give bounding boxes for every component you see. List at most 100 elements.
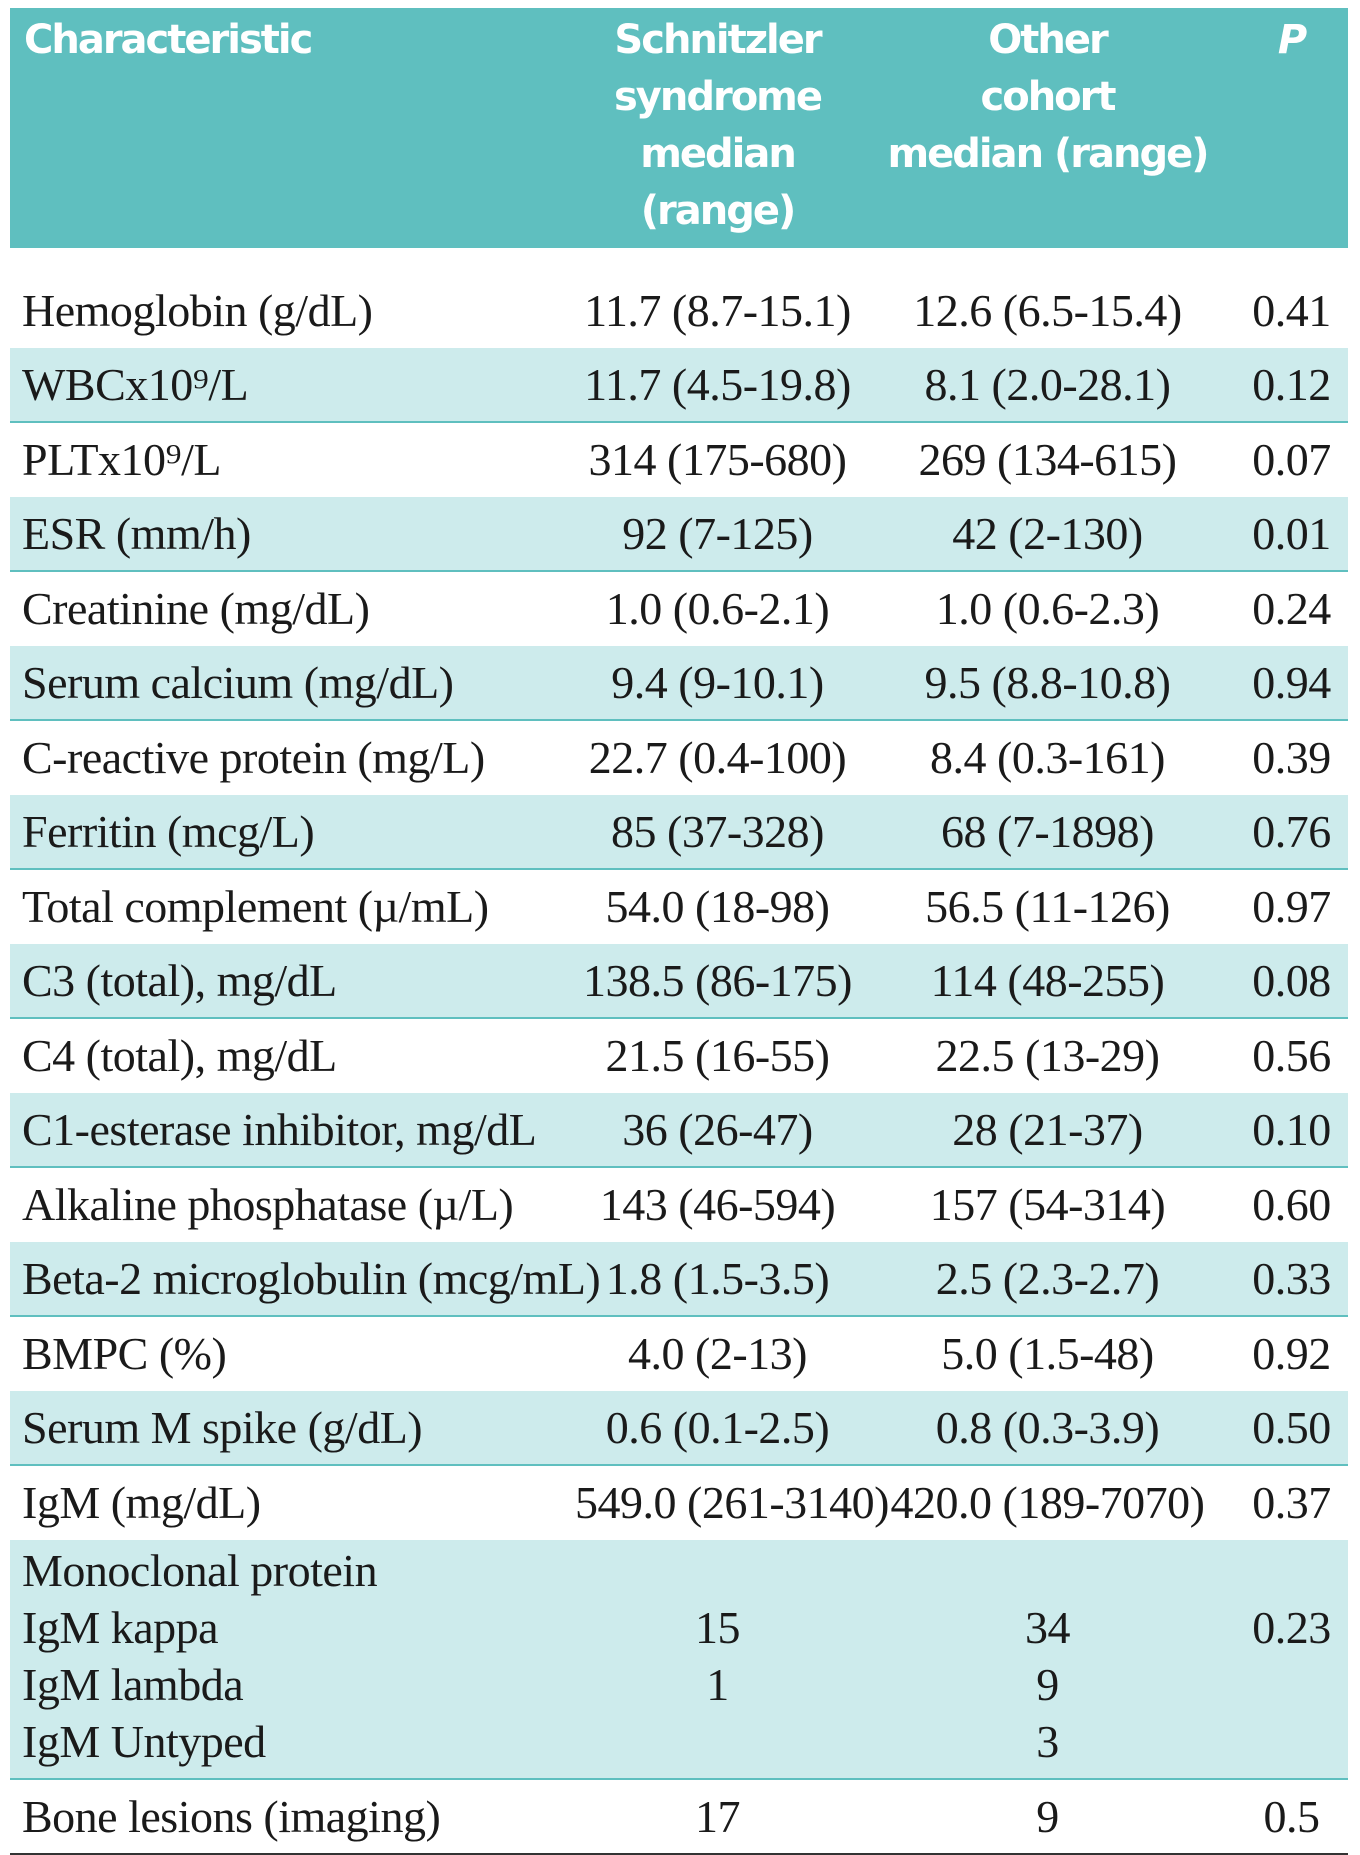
schnitzler-value: 54.0 (18-98) — [605, 881, 830, 933]
schnitzler-value: 314 (175-680) — [588, 434, 847, 486]
other-cohort-value: 114 (48-255) — [860, 943, 1235, 1019]
spacer-line — [860, 1542, 1235, 1599]
schnitzler-value: 22.7 (0.4-100) — [588, 732, 847, 784]
header-schnitzler-line: median (range) — [640, 131, 797, 234]
monoclonal-row: Monoclonal protein IgM kappa IgM lambda IgM… — [10, 1539, 1348, 1780]
schnitzler-value: 1.0 (0.6-2.1) — [605, 583, 830, 635]
row-label: Bone lesions (imaging) — [10, 1778, 575, 1855]
schnitzler-value: 36 (26-47) — [575, 1092, 860, 1168]
header-p-label: P — [1277, 17, 1307, 63]
schnitzler-value: 1.8 (1.5-3.5) — [575, 1241, 860, 1317]
header-gap — [10, 248, 1348, 274]
other-cohort-value: 0.8 (0.3-3.9) — [860, 1390, 1235, 1466]
table-row: Serum calcium (mg/dL) 9.4 (9-10.1) 9.5 (8.… — [10, 645, 1348, 721]
p-value: 0.41 — [1252, 285, 1331, 337]
row-label: ESR (mm/h) — [10, 496, 575, 572]
schnitzler-value: 549.0 (261-3140) — [575, 1477, 889, 1529]
table-row: Creatinine (mg/dL) 1.0 (0.6-2.1) 1.0 (0.6-… — [10, 571, 1348, 646]
other-cohort-value: 157 (54-314) — [929, 1179, 1166, 1231]
gap-cell — [10, 248, 1348, 274]
monoclonal-p-value: 0.23 — [1252, 1601, 1331, 1653]
row-label: Ferritin (mcg/L) — [10, 794, 575, 870]
other-cohort-value: 9 — [860, 1778, 1235, 1855]
header-schnitzler: Schnitzler syndrome median (range) — [575, 8, 860, 248]
table-row: Bone lesions (imaging) 17 9 0.5 — [10, 1778, 1348, 1855]
schnitzler-value: 11.7 (8.7-15.1) — [584, 285, 851, 337]
monoclonal-item-schnitzler: 1 — [706, 1658, 729, 1710]
table-row: C1-esterase inhibitor, mg/dL 36 (26-47) 28… — [10, 1092, 1348, 1168]
p-value: 0.5 — [1235, 1778, 1348, 1855]
table-row: ESR (mm/h) 92 (7-125) 42 (2-130) 0.01 — [10, 496, 1348, 572]
row-label: C4 (total), mg/dL — [22, 1030, 337, 1082]
monoclonal-item-label: IgM kappa — [22, 1601, 219, 1653]
header-other-cohort: Other cohort median (range) — [860, 8, 1235, 248]
lab-comparison-table: Characteristic Schnitzler syndrome media… — [10, 8, 1348, 1855]
table-row: WBCx10⁹/L 11.7 (4.5-19.8) 8.1 (2.0-28.1) 0.… — [10, 347, 1348, 423]
p-value: 0.07 — [1252, 434, 1331, 486]
table-row: C3 (total), mg/dL 138.5 (86-175) 114 (48-2… — [10, 943, 1348, 1019]
p-value: 0.92 — [1252, 1328, 1331, 1380]
header-other-line: Other — [988, 17, 1108, 63]
row-label: C1-esterase inhibitor, mg/dL — [10, 1092, 575, 1168]
p-value: 0.50 — [1235, 1390, 1348, 1466]
schnitzler-value: 17 — [575, 1778, 860, 1855]
monoclonal-item-schnitzler — [575, 1713, 860, 1770]
p-value: 0.56 — [1252, 1030, 1331, 1082]
table-row: C-reactive protein (mg/L) 22.7 (0.4-100) 8… — [10, 720, 1348, 795]
row-label: Serum M spike (g/dL) — [10, 1390, 575, 1466]
schnitzler-value: 0.6 (0.1-2.5) — [575, 1390, 860, 1466]
row-label: C-reactive protein (mg/L) — [22, 732, 485, 784]
row-label: WBCx10⁹/L — [10, 347, 575, 423]
schnitzler-value: 85 (37-328) — [575, 794, 860, 870]
row-label: BMPC (%) — [22, 1328, 227, 1380]
other-cohort-value: 28 (21-37) — [860, 1092, 1235, 1168]
p-value: 0.37 — [1252, 1477, 1331, 1529]
header-other-line: median (range) — [887, 131, 1209, 177]
row-label: Beta-2 microglobulin (mcg/mL) — [10, 1241, 601, 1317]
spacer-line — [1235, 1542, 1348, 1599]
header-schnitzler-line: syndrome — [613, 74, 823, 120]
header-characteristic: Characteristic — [10, 8, 575, 248]
table-row: PLTx10⁹/L 314 (175-680) 269 (134-615) 0.07 — [10, 422, 1348, 497]
monoclonal-item-schnitzler: 15 — [695, 1601, 741, 1653]
p-value: 0.97 — [1252, 881, 1331, 933]
other-cohort-value: 2.5 (2.3-2.7) — [860, 1241, 1235, 1317]
monoclonal-item-other: 34 — [1025, 1601, 1071, 1653]
other-cohort-value: 12.6 (6.5-15.4) — [913, 285, 1182, 337]
monoclonal-item-other: 3 — [1036, 1715, 1059, 1767]
p-value: 0.08 — [1235, 943, 1348, 1019]
table-header: Characteristic Schnitzler syndrome media… — [10, 8, 1348, 248]
schnitzler-value: 21.5 (16-55) — [605, 1030, 830, 1082]
row-label: PLTx10⁹/L — [22, 434, 221, 486]
row-label: IgM (mg/dL) — [22, 1477, 261, 1529]
other-cohort-value: 9.5 (8.8-10.8) — [860, 645, 1235, 721]
table-row: Total complement (µ/mL) 54.0 (18-98) 56.5 … — [10, 869, 1348, 944]
p-value: 0.10 — [1235, 1092, 1348, 1168]
schnitzler-value: 4.0 (2-13) — [628, 1328, 807, 1380]
row-label: C3 (total), mg/dL — [10, 943, 575, 1019]
table-body: Hemoglobin (g/dL) 11.7 (8.7-15.1) 12.6 (6.… — [10, 248, 1348, 1855]
header-p-value: P — [1235, 8, 1348, 248]
monoclonal-item-label: IgM lambda — [22, 1658, 244, 1710]
other-cohort-value: 8.1 (2.0-28.1) — [860, 347, 1235, 423]
schnitzler-value: 143 (46-594) — [599, 1179, 836, 1231]
other-cohort-value: 5.0 (1.5-48) — [941, 1328, 1154, 1380]
p-value: 0.12 — [1235, 347, 1348, 423]
table-row: Ferritin (mcg/L) 85 (37-328) 68 (7-1898) 0.… — [10, 794, 1348, 870]
monoclonal-labels: Monoclonal protein IgM kappa IgM lambda IgM… — [10, 1539, 575, 1780]
p-value: 0.01 — [1235, 496, 1348, 572]
row-label: Alkaline phosphatase (µ/L) — [22, 1179, 514, 1231]
p-value: 0.39 — [1252, 732, 1331, 784]
header-schnitzler-line: Schnitzler — [614, 17, 822, 63]
row-label: Total complement (µ/mL) — [22, 881, 489, 933]
monoclonal-title: Monoclonal protein — [22, 1544, 378, 1596]
monoclonal-item-other: 9 — [1036, 1658, 1059, 1710]
p-value: 0.33 — [1235, 1241, 1348, 1317]
other-cohort-value: 1.0 (0.6-2.3) — [935, 583, 1160, 635]
schnitzler-value: 138.5 (86-175) — [575, 943, 860, 1019]
p-value: 0.24 — [1252, 583, 1331, 635]
monoclonal-item-label: IgM Untyped — [22, 1715, 266, 1767]
spacer-line — [575, 1542, 860, 1599]
table-row: BMPC (%) 4.0 (2-13) 5.0 (1.5-48) 0.92 — [10, 1316, 1348, 1391]
other-cohort-value: 42 (2-130) — [860, 496, 1235, 572]
